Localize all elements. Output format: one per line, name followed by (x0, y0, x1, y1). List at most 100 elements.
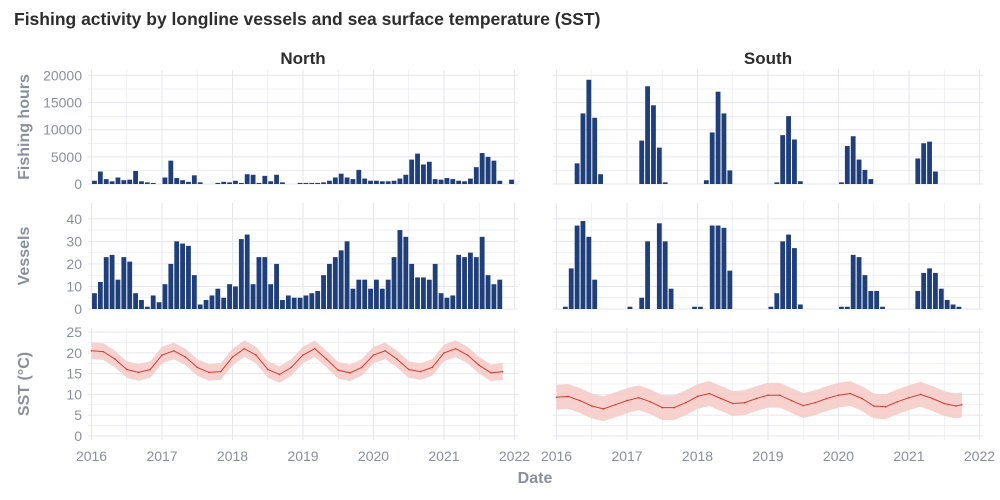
bar (209, 295, 215, 309)
y-tick-label: 5000 (51, 149, 82, 165)
bar (438, 293, 444, 309)
bar (144, 182, 150, 184)
bar (768, 306, 774, 309)
bar (639, 140, 645, 184)
y-tick-label: 15000 (43, 95, 82, 111)
bar (338, 250, 344, 309)
bar (162, 177, 168, 184)
bar (280, 299, 285, 309)
bar (927, 141, 932, 184)
bar (374, 279, 379, 309)
bar (256, 257, 262, 309)
bar (639, 297, 645, 309)
bar (921, 143, 927, 184)
bar (221, 297, 227, 309)
sst-point (114, 358, 116, 360)
bar (350, 288, 356, 309)
y-tick-label: 40 (66, 211, 82, 227)
bar (403, 174, 409, 184)
sst-point (102, 350, 105, 353)
bar (856, 257, 862, 309)
y-tick-label: 30 (66, 233, 82, 249)
bar (338, 173, 344, 184)
sst-point (466, 354, 469, 356)
bar (468, 252, 473, 309)
bar (374, 180, 379, 184)
bar (309, 182, 315, 184)
bar (645, 241, 650, 309)
facet-title: North (280, 49, 325, 68)
bar (497, 180, 503, 184)
y-axis-label: Fishing hours (16, 74, 33, 180)
y-tick-label: 10000 (43, 122, 82, 138)
bar (586, 236, 592, 309)
sst-point (219, 370, 222, 373)
x-tick-label: 2018 (217, 448, 248, 464)
bar (139, 299, 144, 309)
bar (303, 295, 309, 309)
panel-south-sst (553, 328, 983, 440)
sst-point (184, 356, 187, 358)
bar (262, 175, 268, 184)
bar (315, 182, 321, 184)
bar (150, 182, 156, 184)
y-tick-label: 15 (66, 366, 82, 382)
bar (327, 180, 332, 184)
bar (233, 180, 238, 184)
bar (127, 179, 133, 184)
sst-point (255, 354, 257, 356)
bar (921, 272, 927, 309)
bar (309, 293, 315, 309)
bar (586, 79, 592, 184)
chart-title: Fishing activity by longline vessels and… (14, 9, 600, 29)
sst-point (196, 366, 199, 369)
bar (368, 180, 373, 184)
bar (721, 227, 727, 309)
sst-point (501, 370, 504, 373)
sst-point (443, 352, 445, 354)
bar (227, 182, 232, 184)
bar (774, 293, 780, 309)
sst-point (919, 393, 922, 396)
bar (127, 261, 133, 309)
bar (144, 306, 150, 309)
bar (839, 182, 844, 184)
sst-point (767, 394, 769, 397)
sst-point (454, 347, 457, 350)
bar (291, 297, 297, 309)
bar (168, 263, 174, 309)
bar (485, 156, 491, 184)
bar (432, 179, 438, 184)
bar (927, 268, 932, 309)
bar (844, 306, 850, 309)
y-tick-label: 0 (74, 301, 82, 317)
bar (203, 299, 209, 309)
bar (109, 254, 115, 309)
bar (391, 257, 397, 309)
y-tick-label: 5 (74, 407, 82, 423)
bar (315, 290, 321, 309)
bar (174, 178, 180, 184)
bar (568, 268, 574, 309)
panel-north-vessels (88, 203, 518, 310)
bar (426, 161, 432, 184)
bar (933, 272, 938, 309)
bar (938, 288, 944, 309)
sst-point (637, 396, 640, 399)
bar (839, 306, 844, 309)
bar (479, 236, 485, 309)
bar (379, 181, 385, 184)
bar (332, 177, 338, 184)
sst-point (743, 401, 746, 404)
bar (645, 86, 650, 184)
sst-point (231, 356, 234, 358)
bar (385, 181, 391, 184)
bar (285, 295, 291, 309)
sst-point (313, 347, 316, 350)
bar (468, 178, 473, 184)
bar (479, 153, 485, 184)
bar (97, 171, 103, 184)
sst-point (696, 395, 699, 398)
sst-point (614, 403, 617, 406)
bar (250, 284, 256, 309)
